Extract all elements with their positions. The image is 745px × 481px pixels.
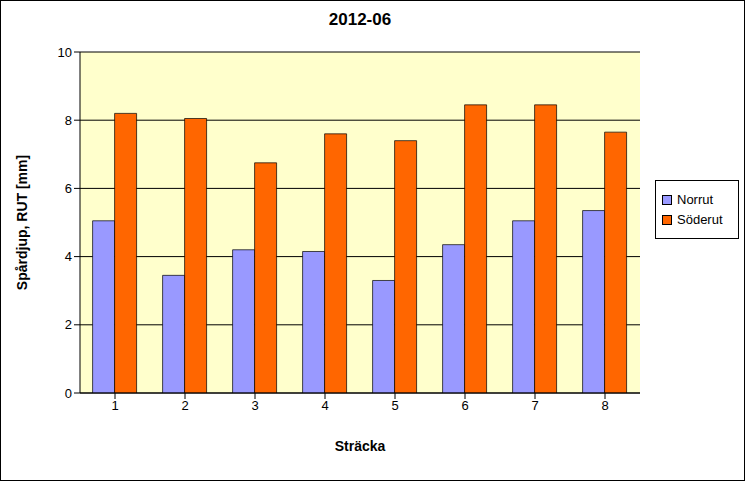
svg-text:10: 10 (58, 45, 72, 60)
svg-text:4: 4 (321, 398, 328, 413)
svg-text:Spårdjup, RUT [mm]: Spårdjup, RUT [mm] (14, 155, 30, 290)
html-text:2012-06: 2012-06 (328, 10, 392, 29)
svg-text:0: 0 (65, 386, 72, 401)
svg-text:1: 1 (111, 398, 118, 413)
svg-text:7: 7 (531, 398, 538, 413)
svg-text:6: 6 (65, 181, 72, 196)
svg-text:8: 8 (65, 113, 72, 128)
svg-text:8: 8 (601, 398, 608, 413)
svg-text:2: 2 (181, 398, 188, 413)
svg-text:3: 3 (251, 398, 258, 413)
svg-text:2: 2 (65, 317, 72, 332)
svg-text:6: 6 (461, 398, 468, 413)
svg-text:5: 5 (391, 398, 398, 413)
html-text:Söderut: Söderut (677, 212, 723, 227)
svg-text:Sträcka: Sträcka (335, 438, 386, 454)
html-text:Norrut: Norrut (677, 192, 714, 207)
svg-text:4: 4 (65, 249, 72, 264)
